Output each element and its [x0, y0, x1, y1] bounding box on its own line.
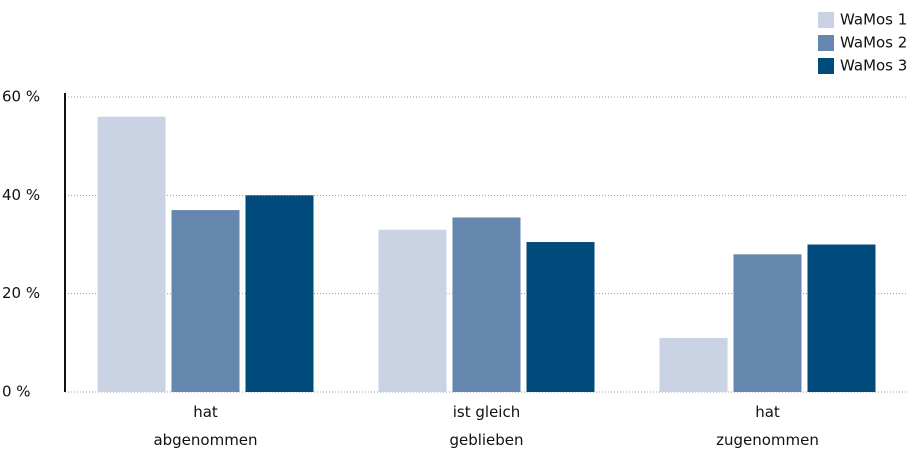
y-tick-label: 20 % [2, 284, 40, 302]
legend-swatch [818, 12, 834, 28]
bar [452, 217, 521, 392]
y-tick-label: 0 % [2, 383, 31, 401]
bar [97, 116, 166, 393]
bar [526, 242, 595, 392]
bar [659, 337, 728, 392]
legend-label: WaMos 1 [840, 11, 907, 29]
bar [378, 229, 447, 392]
bar [245, 195, 314, 392]
bar [733, 254, 802, 392]
y-tick-label: 60 % [2, 88, 40, 106]
legend-label: WaMos 2 [840, 34, 907, 52]
x-tick-label: hat zugenommen [716, 403, 819, 449]
x-tick-label: hat abgenommen [153, 403, 258, 449]
legend-swatch [818, 58, 834, 74]
x-tick-label: ist gleich geblieben [449, 403, 524, 449]
bar [807, 244, 876, 392]
legend-swatch [818, 35, 834, 51]
bar [171, 210, 240, 392]
y-tick-label: 40 % [2, 186, 40, 204]
legend-label: WaMos 3 [840, 57, 907, 75]
